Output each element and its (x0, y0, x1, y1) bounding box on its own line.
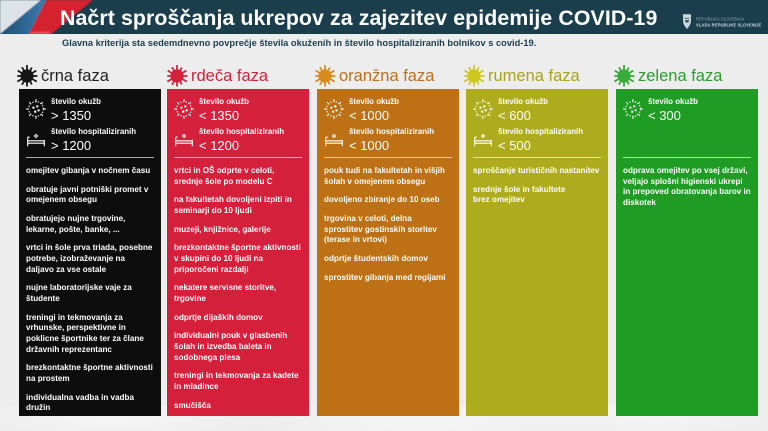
svg-text:VLADA REPUBLIKE SLOVENIJE: VLADA REPUBLIKE SLOVENIJE (696, 23, 762, 28)
svg-text:REPUBLIKA SLOVENIJA: REPUBLIKA SLOVENIJA (696, 17, 744, 22)
